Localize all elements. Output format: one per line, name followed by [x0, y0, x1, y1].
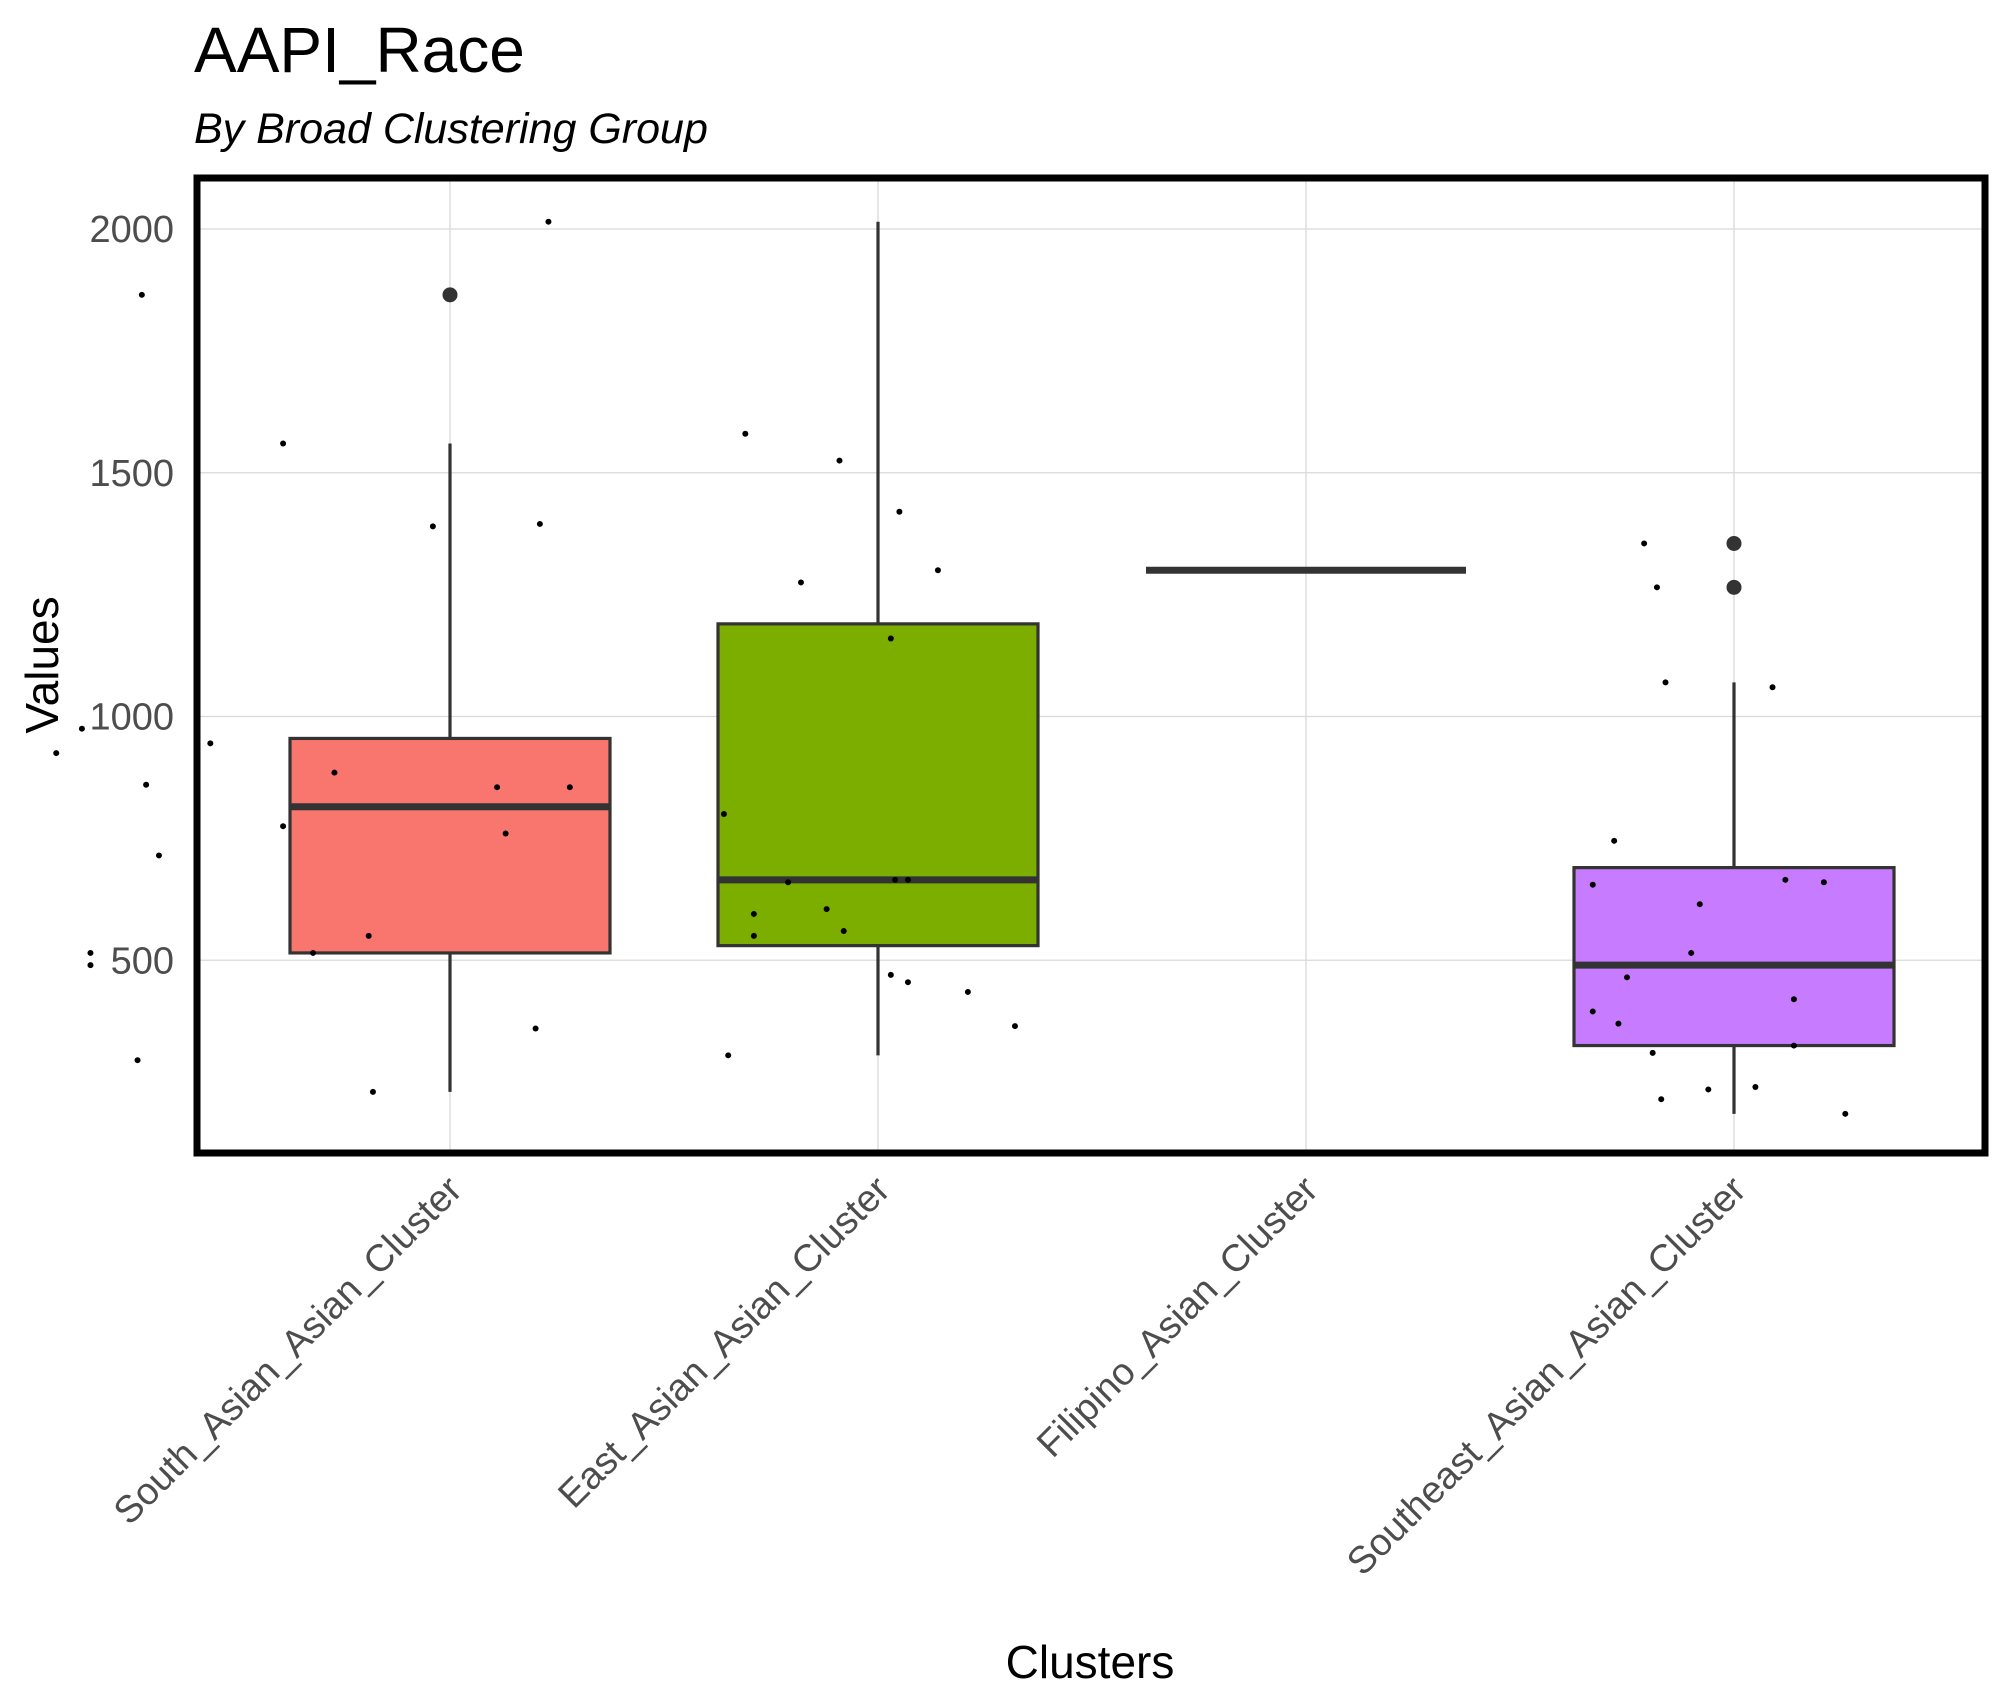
x-axis-title: Clusters	[1006, 1636, 1175, 1688]
jitter-point	[887, 635, 894, 642]
jitter-point	[536, 520, 543, 527]
jitter-point	[155, 852, 162, 859]
y-tick-label: 1000	[89, 697, 174, 739]
jitter-point	[566, 784, 573, 791]
jitter-point	[138, 291, 145, 298]
jitter-point	[1653, 584, 1660, 591]
x-category-label: Filipino_Asian_Cluster	[1029, 1168, 1326, 1465]
boxplot-2	[716, 221, 1040, 1056]
jitter-point	[904, 876, 911, 883]
jitter-point	[750, 910, 757, 917]
jitter-point	[280, 823, 287, 830]
outlier-point	[1726, 579, 1742, 595]
jitter-point	[823, 906, 830, 913]
chart-subtitle: By Broad Clustering Group	[194, 105, 708, 153]
jitter-point	[1842, 1110, 1849, 1117]
jitter-point	[836, 457, 843, 464]
boxplots	[288, 221, 1896, 1114]
jitter-point	[1615, 1020, 1622, 1027]
outlier-point	[1726, 535, 1742, 551]
x-category-label: East_Asian_Asian_Cluster	[551, 1168, 899, 1516]
jitter-point	[1705, 1086, 1712, 1093]
jitter-points	[53, 218, 1849, 1117]
jitter-point	[365, 932, 372, 939]
jitter-point	[502, 830, 509, 837]
outlier-point	[442, 287, 458, 303]
x-category-label: South_Asian_Asian_Cluster	[106, 1168, 471, 1533]
jitter-point	[207, 740, 214, 747]
jitter-point	[87, 962, 94, 969]
jitter-point	[78, 725, 85, 732]
boxplot-4	[1572, 535, 1896, 1114]
jitter-point	[720, 811, 727, 817]
jitter-point	[87, 949, 94, 956]
jitter-point	[429, 523, 436, 530]
x-category-label: Southeast_Asian_Asian_Cluster	[1339, 1168, 1754, 1583]
jitter-point	[1752, 1084, 1759, 1090]
jitter-point	[494, 784, 501, 791]
jitter-point	[532, 1025, 539, 1032]
jitter-point	[887, 971, 894, 978]
box	[716, 622, 1040, 948]
jitter-point	[1696, 901, 1703, 908]
plot-panel-border	[193, 174, 1989, 1157]
jitter-point	[1769, 684, 1776, 691]
jitter-point	[134, 1057, 141, 1064]
jitter-point	[797, 579, 804, 586]
jitter-point	[53, 750, 60, 757]
jitter-point	[331, 769, 338, 776]
jitter-point	[896, 508, 903, 515]
box	[1572, 866, 1896, 1048]
jitter-point	[750, 932, 757, 939]
x-axis-categories: South_Asian_Asian_Cluster East_Asian_Asia…	[106, 1168, 1755, 1583]
y-axis-title: Values	[16, 596, 68, 733]
jitter-point	[934, 567, 941, 574]
jitter-point	[1611, 837, 1618, 844]
jitter-point	[1688, 949, 1695, 956]
jitter-point	[1624, 974, 1630, 981]
jitter-point	[725, 1052, 732, 1059]
jitter-point	[1820, 879, 1827, 886]
jitter-point	[1790, 996, 1797, 1003]
jitter-point	[904, 979, 911, 986]
y-axis-ticks: 500 1000 1500 2000	[89, 209, 174, 982]
jitter-point	[892, 876, 899, 883]
jitter-point	[1641, 540, 1648, 547]
jitter-point	[964, 988, 971, 995]
jitter-point	[310, 949, 317, 956]
y-tick-label: 500	[111, 940, 174, 982]
chart-title: AAPI_Race	[194, 14, 525, 86]
jitter-point	[785, 879, 792, 886]
box	[288, 736, 612, 955]
jitter-point	[545, 218, 552, 225]
jitter-point	[1011, 1023, 1018, 1030]
jitter-point	[1649, 1049, 1656, 1056]
jitter-point	[742, 430, 749, 437]
jitter-point	[840, 928, 847, 934]
y-tick-label: 2000	[89, 209, 174, 251]
jitter-point	[1790, 1042, 1797, 1049]
jitter-point	[280, 440, 287, 447]
jitter-point	[1782, 876, 1789, 883]
jitter-point	[1589, 1008, 1596, 1015]
boxplot-1	[288, 287, 612, 1092]
jitter-point	[143, 781, 150, 788]
y-tick-label: 1500	[89, 453, 174, 495]
jitter-point	[1589, 881, 1596, 888]
jitter-point	[369, 1088, 376, 1095]
jitter-point	[1658, 1096, 1665, 1103]
jitter-point	[1662, 679, 1669, 686]
